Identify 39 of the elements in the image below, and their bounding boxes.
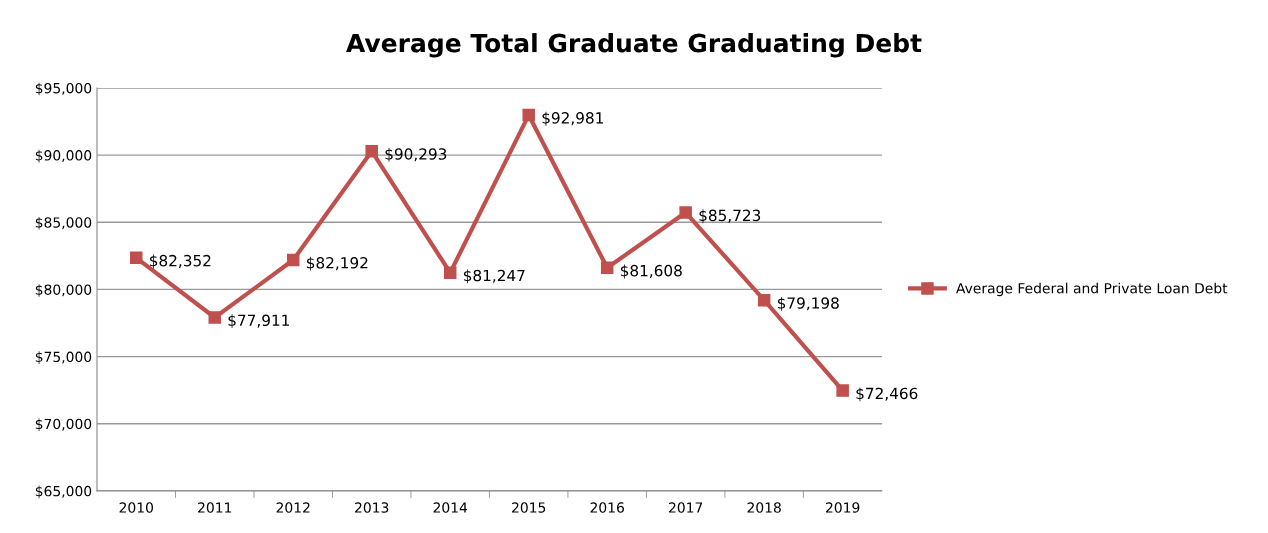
point [836, 384, 849, 397]
legend-label: Average Federal and Private Loan Debt [956, 282, 1228, 297]
data-label: $82,352 [150, 254, 211, 269]
point [522, 108, 535, 122]
x-tick-label: 2014 [433, 502, 468, 513]
data-label: $81,608 [620, 264, 682, 279]
y-tick-label: $90,000 [35, 149, 92, 163]
y-tick-label: $95,000 [35, 82, 92, 96]
y-tick-label: $85,000 [35, 216, 92, 230]
chart-title: Average Total Graduate Graduating Debt [346, 33, 922, 58]
point [208, 311, 221, 324]
x-tick-label: 2019 [825, 502, 860, 513]
point [600, 261, 614, 275]
point [129, 251, 143, 265]
data-label: $81,247 [463, 269, 525, 284]
y-tick-label: $70,000 [35, 418, 92, 432]
data-label: $92,981 [542, 111, 603, 126]
point [757, 293, 771, 307]
x-tick-label: 2010 [119, 502, 153, 513]
point [365, 144, 378, 158]
x-tick-label: 2013 [355, 502, 389, 513]
data-label: $77,911 [228, 314, 289, 329]
x-tick-label: 2012 [276, 502, 310, 513]
y-tick-label: $75,000 [35, 351, 92, 364]
data-label: $82,192 [306, 256, 368, 271]
x-tick-label: 2018 [747, 502, 781, 513]
point [679, 206, 692, 219]
x-tick-label: 2015 [512, 502, 546, 513]
data-label: $90,293 [385, 147, 447, 162]
y-tick-label: $80,000 [35, 284, 92, 297]
x-tick-label: 2016 [590, 502, 624, 513]
point [286, 253, 300, 267]
data-label: $85,723 [699, 209, 761, 224]
y-tick-label: $65,000 [35, 485, 92, 499]
x-tick-label: 2011 [198, 502, 232, 513]
x-tick-label: 2017 [669, 502, 703, 513]
data-label: $72,466 [856, 387, 918, 402]
data-label: $79,198 [777, 296, 839, 311]
point [443, 266, 457, 279]
